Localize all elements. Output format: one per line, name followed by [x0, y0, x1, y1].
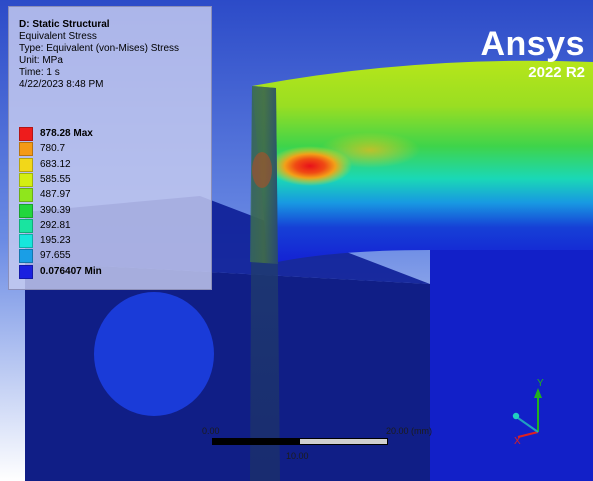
scale-label[interactable]: 780.7 — [40, 143, 66, 155]
scale-label[interactable]: 585.55 — [40, 173, 71, 185]
triad-y-label: Y — [537, 378, 544, 389]
ruler-mid-label: 10.00 — [286, 451, 309, 461]
scale-label[interactable]: 390.39 — [40, 204, 71, 216]
logo-name: Ansys — [480, 25, 585, 63]
scale-label[interactable]: 487.97 — [40, 189, 71, 201]
scale-swatch — [19, 157, 33, 172]
ruler-left-label: 0.00 — [202, 426, 220, 436]
scale-swatch — [19, 249, 33, 264]
block-right-side — [430, 250, 593, 481]
scale-swatch — [19, 203, 33, 218]
legend-panel[interactable]: D: Static Structural Equivalent Stress T… — [8, 6, 212, 290]
triad-y-arrow — [534, 388, 542, 398]
triad-z-axis — [517, 417, 539, 433]
scale-swatch — [19, 188, 33, 203]
scale-label[interactable]: 292.81 — [40, 219, 71, 231]
legend-time: Time: 1 s — [19, 67, 60, 78]
scale-swatch — [19, 172, 33, 187]
bolt-hole — [94, 292, 214, 416]
stress-secondary — [320, 132, 420, 168]
scale-swatch — [19, 142, 33, 157]
scale-label[interactable]: 878.28 Max — [40, 128, 93, 139]
triad-x-label: X — [514, 436, 521, 446]
legend-result: Equivalent Stress — [19, 31, 97, 42]
axis-triad[interactable]: Y X — [500, 374, 560, 446]
ruler-light-segment — [300, 438, 388, 445]
triad-x-axis — [517, 431, 539, 438]
scale-swatch — [19, 127, 33, 141]
legend-type: Type: Equivalent (von-Mises) Stress — [19, 43, 180, 54]
curved-shell — [252, 60, 593, 264]
legend-date: 4/22/2023 8:48 PM — [19, 79, 104, 90]
scale-swatch — [19, 218, 33, 233]
ansys-logo: Ansys 2022 R2 — [480, 26, 585, 82]
plate-hotspot — [252, 152, 272, 188]
scale-swatch — [19, 234, 33, 249]
legend-unit: Unit: MPa — [19, 55, 63, 66]
ruler-outline — [212, 438, 388, 445]
scale-swatch — [19, 264, 33, 279]
scale-label[interactable]: 0.076407 Min — [40, 265, 102, 277]
scale-ruler: 0.00 20.00 (mm) 10.00 — [200, 426, 432, 462]
scale-label[interactable]: 195.23 — [40, 235, 71, 247]
logo-version: 2022 R2 — [528, 64, 585, 81]
legend-title: D: Static Structural — [19, 19, 110, 30]
scale-label[interactable]: 683.12 — [40, 158, 71, 170]
scale-label[interactable]: 97.655 — [40, 250, 71, 262]
ruler-right-label: 20.00 (mm) — [385, 426, 432, 436]
ruler-dark-segment — [212, 438, 300, 445]
triad-origin — [512, 412, 520, 420]
